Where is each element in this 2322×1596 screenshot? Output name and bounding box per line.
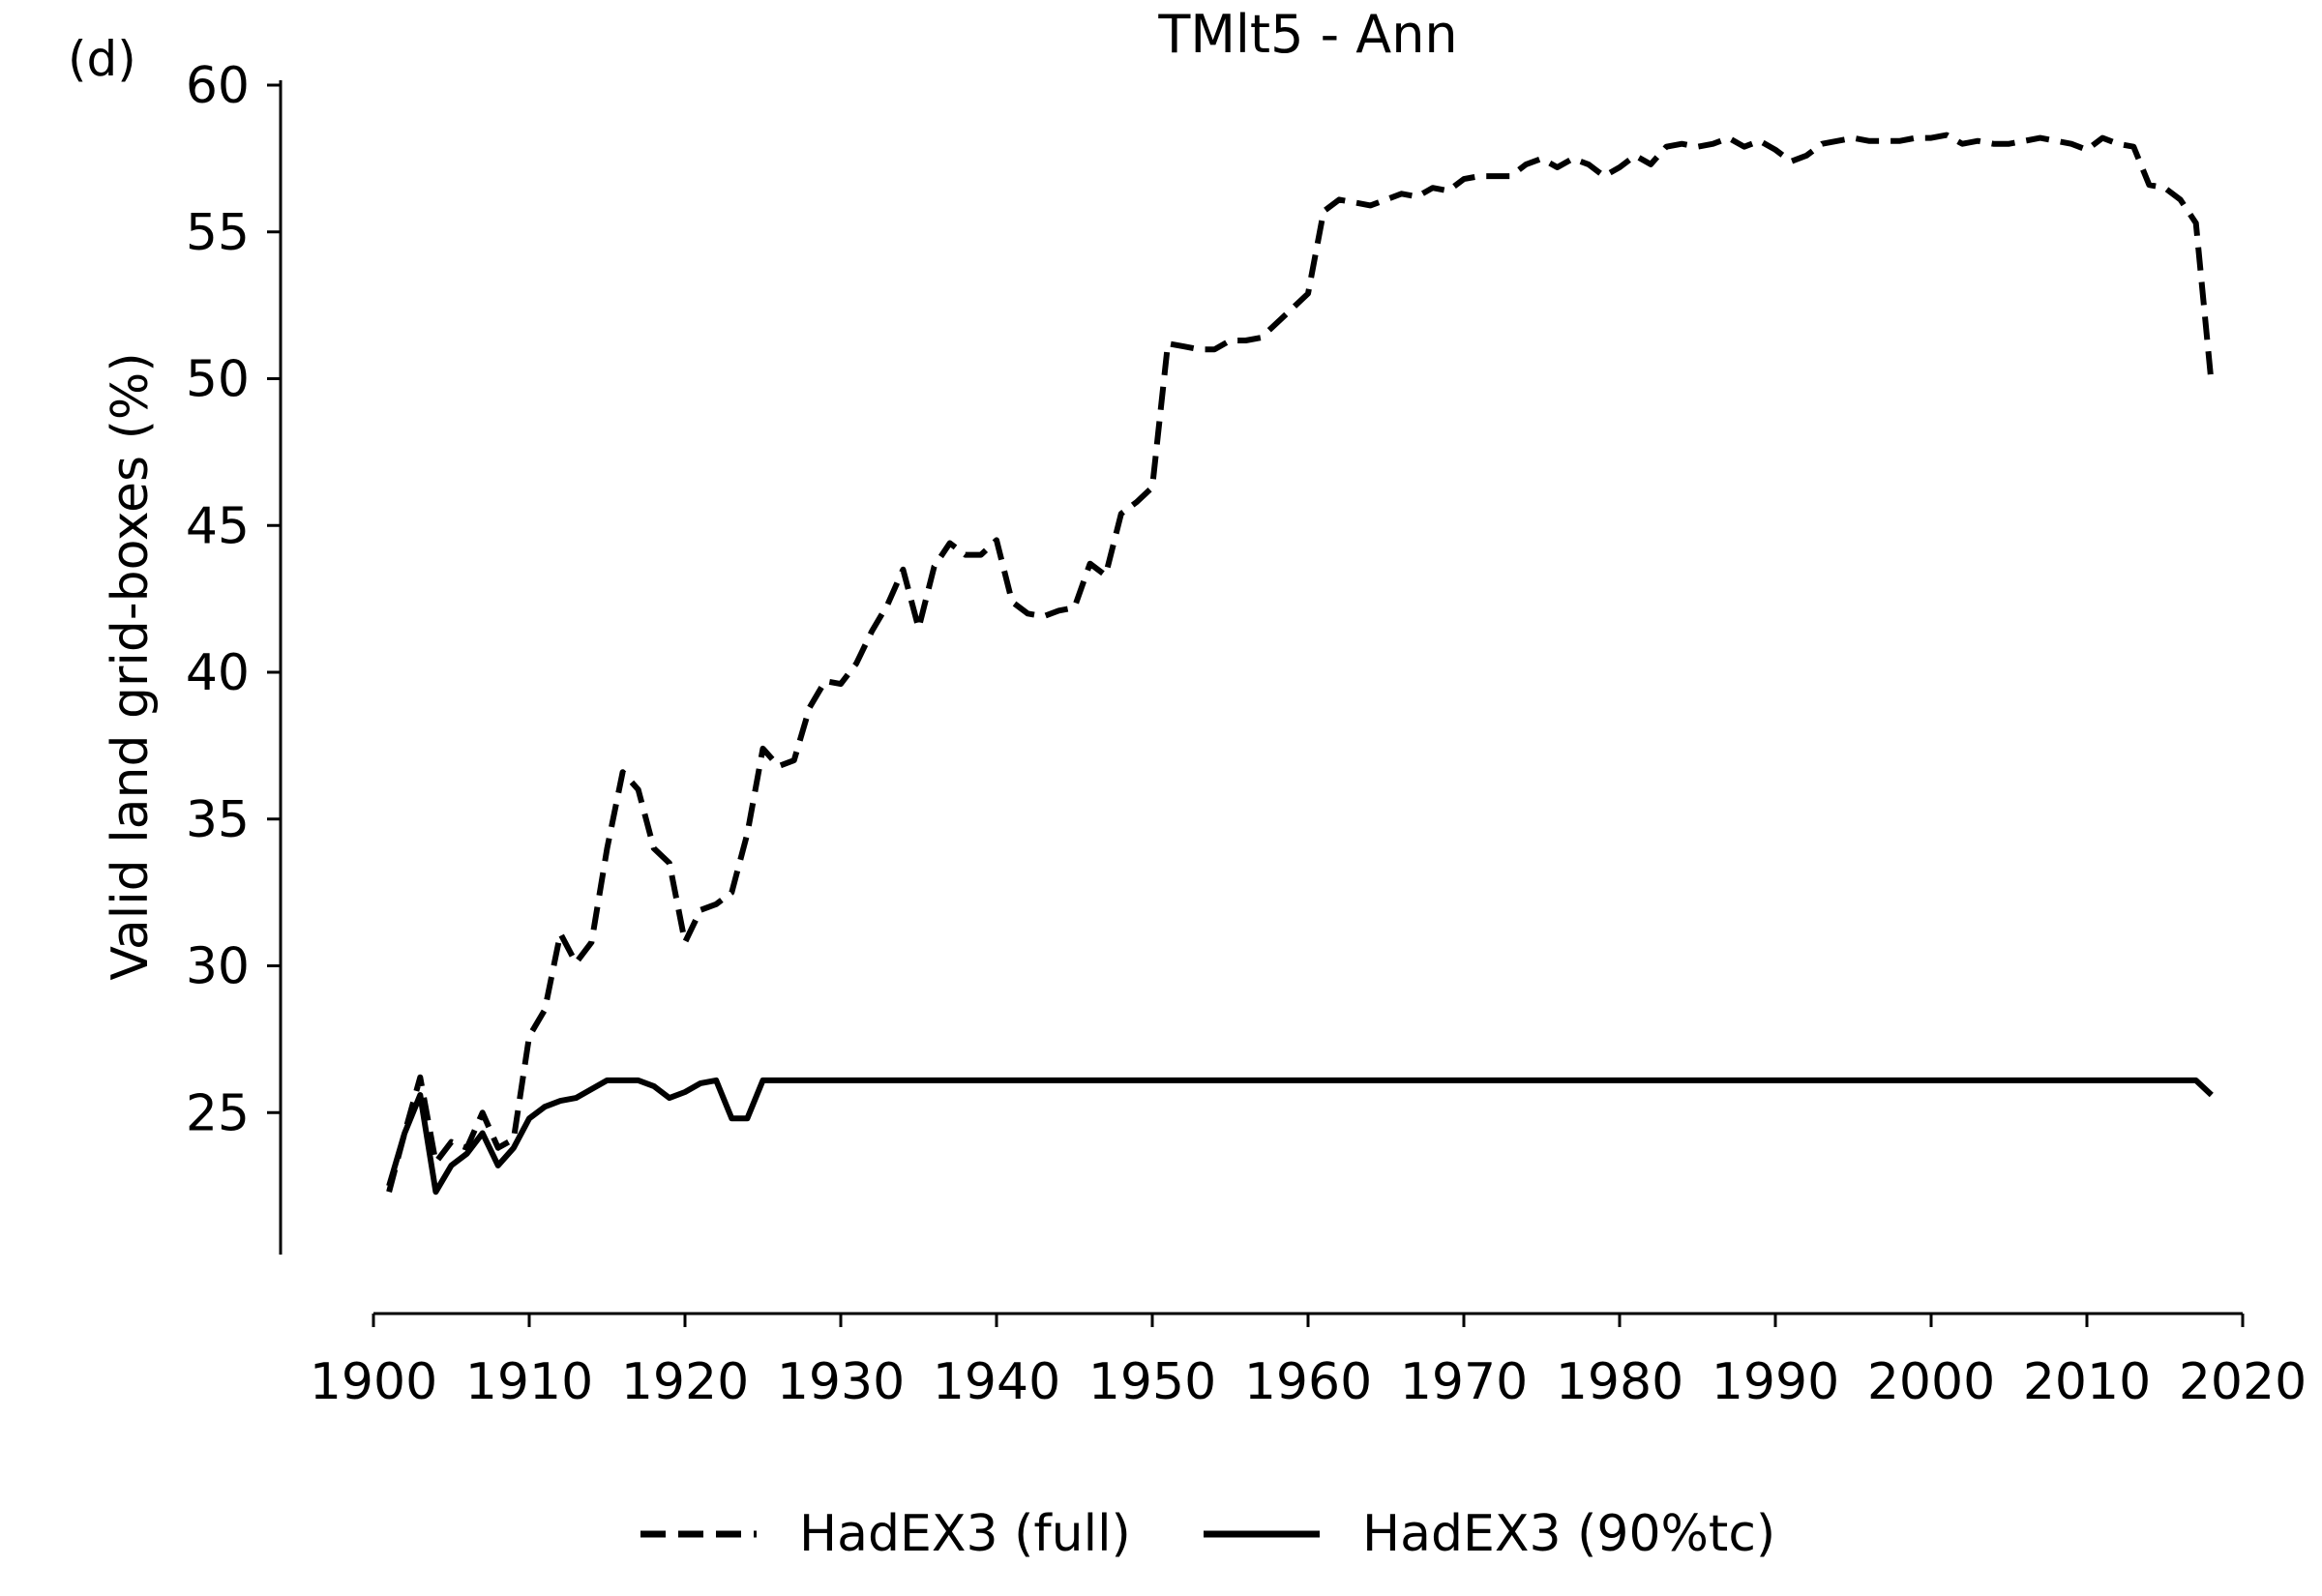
series-line-full <box>386 132 2215 1193</box>
y-tick-label: 55 <box>186 204 250 262</box>
series-lines <box>386 132 2215 1196</box>
y-tick-label: 60 <box>186 57 250 115</box>
x-tick-label: 1930 <box>777 1353 905 1411</box>
x-tick-label: 1970 <box>1400 1353 1528 1411</box>
y-tick-label: 50 <box>186 351 250 409</box>
x-tick-label: 1980 <box>1556 1353 1683 1411</box>
x-tick-label: 1910 <box>465 1353 593 1411</box>
y-ticks: 25 30 35 40 45 50 55 60 <box>186 57 281 1142</box>
x-tick-label: 1990 <box>1712 1353 1839 1411</box>
x-tick-label: 1900 <box>310 1353 437 1411</box>
y-tick-label: 30 <box>186 938 250 996</box>
legend: HadEX3 (full) HadEX3 (90%tc) <box>640 1505 1775 1563</box>
y-tick-label: 40 <box>186 644 250 702</box>
x-tick-label: 2000 <box>1867 1353 1995 1411</box>
legend-label-full: HadEX3 (full) <box>799 1505 1131 1563</box>
chart-title: TMlt5 - Ann <box>1157 4 1457 65</box>
x-tick-label: 1920 <box>621 1353 749 1411</box>
y-axis-label: Valid land grid-boxes (%) <box>102 352 160 980</box>
legend-label-90tc: HadEX3 (90%tc) <box>1362 1505 1775 1563</box>
y-tick-label: 45 <box>186 497 250 555</box>
y-tick-label: 25 <box>186 1084 250 1142</box>
x-tick-label: 2010 <box>2023 1353 2151 1411</box>
panel-label: (d) <box>68 31 136 87</box>
x-ticks: 1900 1910 1920 1930 1940 1950 1960 1970 1980 1990… <box>310 1314 2307 1411</box>
series-line-90tc <box>386 1077 2214 1196</box>
x-tick-label: 1940 <box>933 1353 1060 1411</box>
x-tick-label: 2020 <box>2179 1353 2307 1411</box>
x-tick-label: 1950 <box>1088 1353 1216 1411</box>
y-tick-label: 35 <box>186 791 250 849</box>
x-tick-label: 1960 <box>1244 1353 1372 1411</box>
